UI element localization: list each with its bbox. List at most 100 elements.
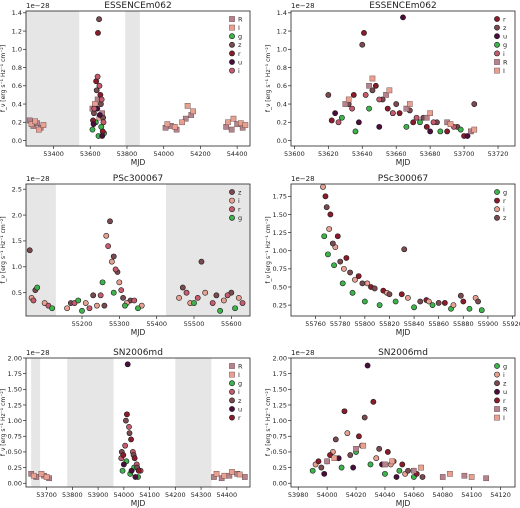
data-point-g <box>122 302 128 309</box>
data-point-g <box>119 467 126 474</box>
x-tick-label: 55300 <box>109 320 130 328</box>
data-point-r <box>441 300 448 306</box>
data-point-I <box>447 121 454 127</box>
data-point-I <box>225 119 231 126</box>
legend-marker-I <box>494 67 500 74</box>
data-point-i <box>405 294 411 301</box>
legend-marker-i <box>494 206 500 213</box>
x-tick-label: 54200 <box>190 150 211 158</box>
data-point-R <box>342 101 349 107</box>
legend-label-R: R <box>238 15 243 23</box>
data-point-g <box>325 251 331 258</box>
x-tick-label: 54060 <box>403 491 424 499</box>
y-tick-label: 0.75 <box>8 433 22 441</box>
y-tick-label: 1.25 <box>273 401 287 409</box>
data-point-z <box>475 298 481 305</box>
data-point-g <box>217 307 224 314</box>
data-point-i <box>349 105 355 112</box>
y-tick-label: 1.00 <box>273 247 287 255</box>
data-point-r <box>328 117 335 124</box>
data-point-g <box>403 123 410 130</box>
y-multiplier: 1e−28 <box>26 175 50 183</box>
data-point-I <box>171 124 178 130</box>
data-point-R <box>324 458 330 465</box>
data-point-r <box>355 273 362 280</box>
data-point-r <box>112 266 119 273</box>
legend-marker-z <box>229 41 235 48</box>
y-tick-label: 1.50 <box>273 386 287 394</box>
data-point-u <box>132 474 139 480</box>
data-point-z <box>359 280 366 287</box>
data-point-z <box>419 474 426 480</box>
y-tick-label: 0.50 <box>273 448 287 456</box>
y-multiplier: 1e−28 <box>291 175 315 183</box>
data-point-g <box>339 280 346 287</box>
legend-label-I: I <box>238 24 240 32</box>
data-point-i <box>176 294 182 301</box>
data-point-z <box>96 16 102 23</box>
x-tick-label: 54080 <box>432 491 453 499</box>
data-point-z <box>386 291 393 298</box>
y-tick-label: 1.4 <box>12 9 22 17</box>
y-tick-label: 1.00 <box>273 417 287 425</box>
y-multiplier: 1e−28 <box>291 2 315 10</box>
data-point-i <box>450 302 457 309</box>
data-point-z <box>198 258 205 265</box>
data-point-u <box>376 123 383 130</box>
legend-label-i: i <box>503 206 505 214</box>
data-point-u <box>364 362 371 369</box>
data-point-I <box>36 126 42 133</box>
y-tick-label: 0.50 <box>8 448 22 456</box>
data-point-z <box>122 417 129 424</box>
data-point-u <box>90 121 97 128</box>
data-point-g <box>411 304 417 311</box>
data-point-z <box>457 292 464 299</box>
data-point-r <box>97 292 104 299</box>
x-tick-label: 54400 <box>216 491 237 499</box>
x-tick-label: 55600 <box>221 320 242 328</box>
x-tick-label: 54200 <box>165 491 186 499</box>
x-tick-label: 55500 <box>184 320 205 328</box>
legend-marker-z <box>229 397 235 404</box>
data-point-R <box>228 126 235 133</box>
data-point-r <box>105 243 112 250</box>
x-tick-label: 53600 <box>284 150 305 158</box>
data-point-i <box>344 430 351 437</box>
y-tick-label: 1.4 <box>277 9 287 17</box>
data-point-I <box>360 442 367 449</box>
x-tick-label: 54100 <box>139 491 160 499</box>
legend-marker-r <box>494 197 500 204</box>
x-tick-label: 54300 <box>191 491 212 499</box>
data-point-I <box>406 101 413 107</box>
legend-marker-g <box>494 363 500 369</box>
data-point-z <box>126 430 133 437</box>
x-tick-label: 54000 <box>153 150 174 158</box>
data-point-R <box>483 475 489 482</box>
data-point-r <box>444 128 451 135</box>
data-point-g <box>457 126 464 133</box>
data-point-R <box>182 115 189 122</box>
data-point-I <box>471 126 478 133</box>
legend-marker-i <box>229 388 235 395</box>
y-tick-label: 0.00 <box>273 480 287 488</box>
x-tick-label: 54000 <box>113 491 134 499</box>
chart-panel-5: SN2006md 1e−28 MJD f_ν [erg s⁻¹ Hz⁻¹ cm⁻²] 5… <box>0 348 251 508</box>
data-point-r <box>410 119 417 126</box>
data-point-i <box>373 455 380 462</box>
data-point-z <box>107 218 113 225</box>
x-tick-label: 53660 <box>386 150 407 158</box>
data-point-g <box>478 307 485 314</box>
data-point-g <box>367 461 374 468</box>
chart-panel-3: PSc300067 1e−28 MJD f_ν [erg s⁻¹ Hz⁻¹ cm⁻²]… <box>0 174 251 337</box>
data-point-z <box>417 298 424 305</box>
data-point-r <box>327 452 333 458</box>
x-tick-label: 55760 <box>305 320 326 328</box>
data-point-r <box>398 291 405 298</box>
axes-frame <box>25 10 251 147</box>
legend-label-i: i <box>503 50 505 58</box>
legend-label-u: u <box>503 33 507 41</box>
x-tick-label: 54400 <box>227 150 248 158</box>
legend-marker-I <box>494 414 500 421</box>
data-point-I <box>236 471 243 478</box>
